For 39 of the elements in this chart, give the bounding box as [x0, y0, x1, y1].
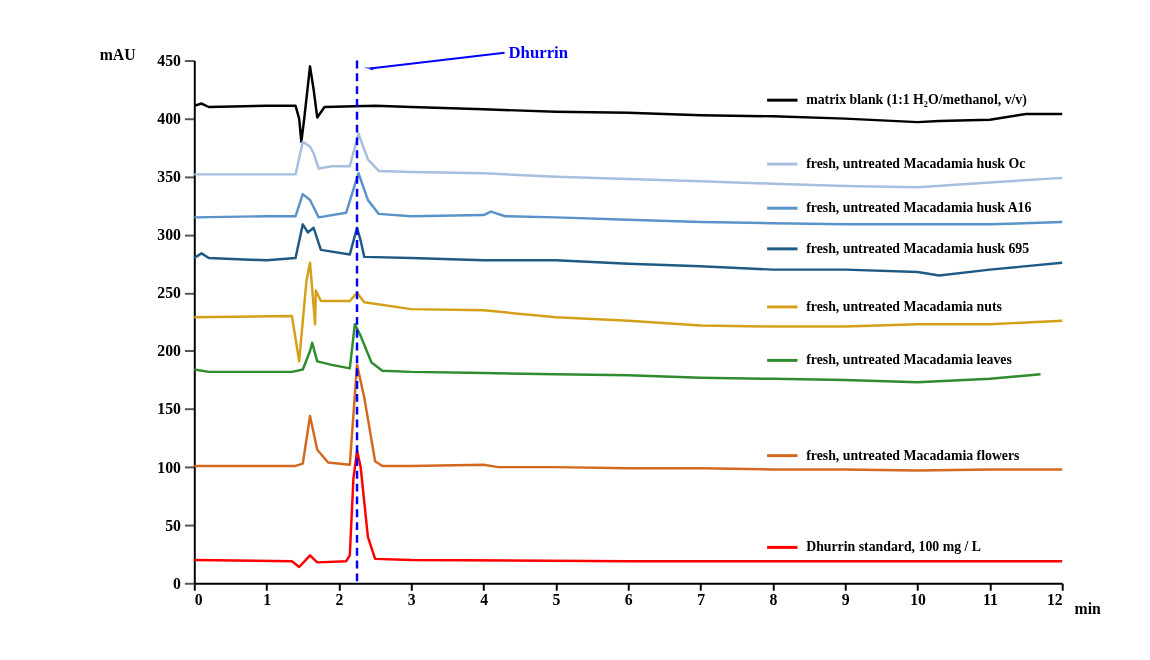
x-tick-label: 4 — [480, 591, 489, 609]
x-tick-label: 7 — [697, 591, 706, 609]
y-tick-label: 50 — [165, 516, 182, 534]
y-tick-label: 200 — [157, 342, 182, 360]
line-series — [193, 322, 1042, 384]
line-series — [193, 449, 1064, 569]
x-tick-label: 8 — [769, 591, 778, 609]
line-series — [193, 171, 1064, 226]
x-tick-label: 6 — [624, 591, 633, 609]
x-tick-label: 3 — [407, 591, 416, 609]
x-tick-label: 5 — [552, 591, 561, 609]
y-tick-label: 100 — [157, 458, 182, 476]
legend-label: Dhurrin standard, 100 mg / L — [806, 539, 981, 555]
x-tick-label: 10 — [910, 591, 927, 609]
y-tick-label: 0 — [173, 574, 182, 592]
x-tick-label: 11 — [982, 591, 998, 609]
x-tick-label: 2 — [335, 591, 344, 609]
y-tick-label: 450 — [157, 51, 182, 69]
x-tick-label: 0 — [194, 591, 203, 609]
legend-label: fresh, untreated Macadamia husk A16 — [806, 200, 1032, 216]
y-tick-label: 150 — [157, 400, 182, 418]
legend-label: fresh, untreated Macadamia nuts — [806, 298, 1003, 314]
y-axis-title: mAU — [99, 46, 136, 64]
ref-line-label: Dhurrin — [508, 42, 569, 62]
x-axis-title: min — [1074, 600, 1102, 618]
x-tick-label: 1 — [263, 591, 272, 609]
y-tick-label: 350 — [157, 168, 182, 186]
y-tick-label: 300 — [157, 226, 182, 244]
legend-label: matrix blank (1:1 H₂O/methanol, v/v) — [806, 92, 1027, 109]
x-tick-label: 9 — [841, 591, 850, 609]
legend-label: fresh, untreated Macadamia husk 695 — [806, 240, 1030, 256]
legend-label: fresh, untreated Macadamia leaves — [806, 352, 1013, 368]
line-series — [193, 223, 1064, 277]
x-tick-label: 12 — [1046, 591, 1063, 609]
legend-label: fresh, untreated Macadamia husk Oc — [806, 156, 1026, 172]
y-tick-label: 250 — [157, 284, 182, 302]
line-series — [193, 132, 1064, 189]
y-tick-label: 400 — [157, 110, 182, 128]
legend-label: fresh, untreated Macadamia flowers — [806, 447, 1021, 463]
